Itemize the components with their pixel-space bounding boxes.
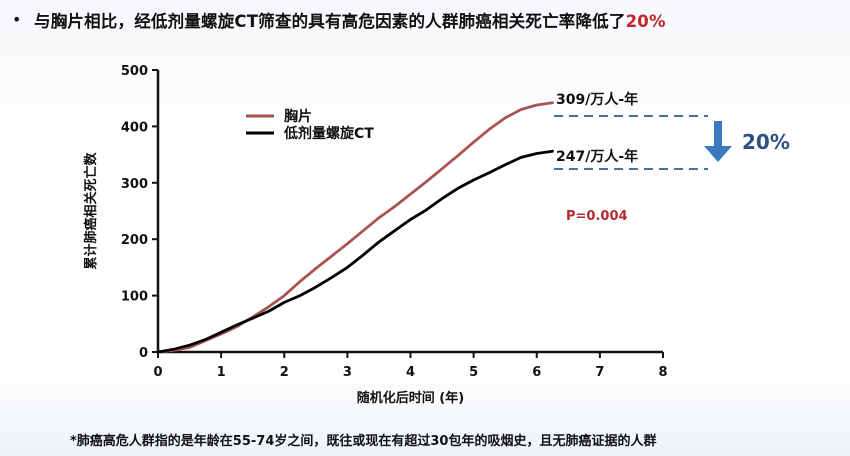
chart-annotations: 309/万人-年 247/万人-年 20% P=0.004 <box>554 91 790 224</box>
x-tick-label: 1 <box>217 365 226 380</box>
x-tick-label: 3 <box>343 365 352 380</box>
y-tick-label: 500 <box>121 64 148 79</box>
y-tick-label: 100 <box>121 290 148 305</box>
x-tick: 0 <box>153 352 163 380</box>
slide-title-highlight: 20% <box>625 12 666 31</box>
down-arrow-icon <box>704 121 732 162</box>
header-bullet: • <box>12 10 22 29</box>
x-tick-label: 4 <box>406 365 415 380</box>
x-tick: 3 <box>343 352 352 380</box>
reduction-label: 20% <box>742 130 790 154</box>
chart-lines <box>156 101 554 354</box>
x-tick-label: 6 <box>532 365 541 380</box>
y-tick-label: 300 <box>121 177 148 192</box>
x-tick: 8 <box>658 352 668 380</box>
y-tick: 0 <box>139 346 158 361</box>
p-value-label: P=0.004 <box>566 209 628 224</box>
ct-rate-label: 247/万人-年 <box>556 148 638 165</box>
chart-axes: 0 1 2 3 4 5 6 7 8 0 100 200 300 400 500 随机化后时间 (年) 累计肺癌相… <box>83 64 668 406</box>
y-tick: 100 <box>121 290 158 305</box>
x-tick: 6 <box>532 352 541 380</box>
footnote: *肺癌高危人群指的是年龄在55-74岁之间，既往或现在有超过30包年的吸烟史，且… <box>70 434 657 449</box>
slide-title: 与胸片相比，经低剂量螺旋CT筛查的具有高危因素的人群肺癌相关死亡率降低了20% <box>34 8 666 32</box>
y-tick: 400 <box>121 120 158 135</box>
x-tick: 2 <box>280 352 289 380</box>
x-tick-label: 2 <box>280 365 289 380</box>
legend-label-0: 胸片 <box>284 108 312 125</box>
x-tick-label: 7 <box>595 365 604 380</box>
y-tick: 500 <box>121 64 158 79</box>
y-tick-label: 0 <box>139 346 148 361</box>
slide-title-text: 与胸片相比，经低剂量螺旋CT筛查的具有高危因素的人群肺癌相关死亡率降低了 <box>34 12 626 31</box>
y-tick-label: 200 <box>121 233 148 248</box>
x-tick: 4 <box>406 352 415 380</box>
y-axis-title: 累计肺癌相关死亡数 <box>83 152 99 270</box>
x-tick: 7 <box>595 352 604 380</box>
y-tick-label: 400 <box>121 120 148 135</box>
y-tick: 200 <box>121 233 158 248</box>
cxr-rate-label: 309/万人-年 <box>556 91 638 108</box>
x-tick-label: 5 <box>469 365 478 380</box>
x-axis-title: 随机化后时间 (年) <box>357 390 464 406</box>
x-tick: 1 <box>217 352 226 380</box>
legend-label-1: 低剂量螺旋CT <box>283 125 374 142</box>
series-line-1 <box>156 149 554 354</box>
series-line-0 <box>156 101 554 354</box>
x-tick-label: 8 <box>658 365 667 380</box>
y-tick: 300 <box>121 177 158 192</box>
x-tick-label: 0 <box>153 365 162 380</box>
x-tick: 5 <box>469 352 478 380</box>
